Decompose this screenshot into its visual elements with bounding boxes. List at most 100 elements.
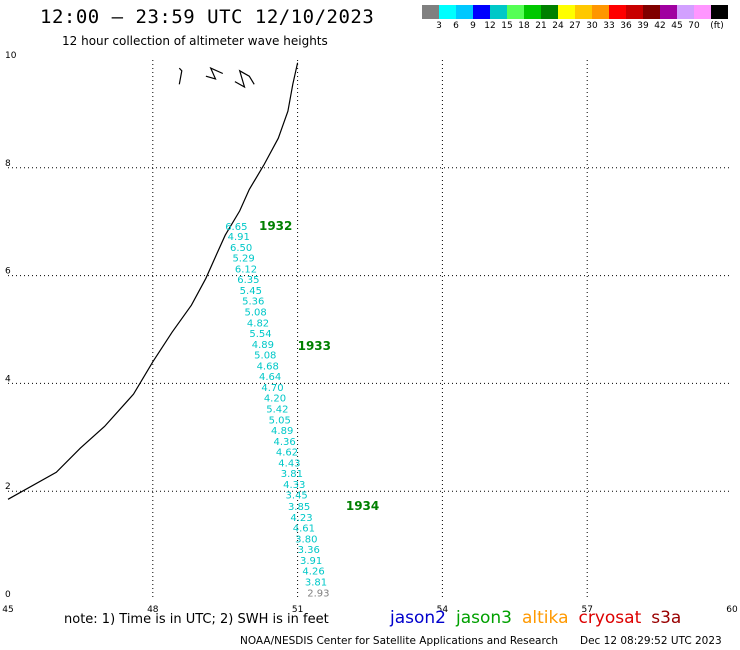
satellite-name-jason3: jason3 [456, 608, 512, 628]
swh-value-label: 4.61 [293, 524, 315, 535]
swh-value-label: 5.42 [266, 405, 288, 416]
satellite-name-s3a: s3a [651, 608, 682, 628]
legend-tick-label: 27 [569, 21, 581, 31]
y-tick-label: 6 [5, 267, 11, 277]
y-tick-label: 4 [5, 374, 11, 384]
y-tick-label: 0 [5, 590, 11, 600]
pass-number-label: 1934 [346, 499, 379, 513]
coastline-path [7, 62, 299, 500]
pass-number-label: 1933 [298, 339, 331, 353]
swh-value-label: 3.81 [305, 578, 327, 589]
swh-value-label: 4.64 [259, 372, 281, 383]
swh-value-label: 3.45 [286, 491, 308, 502]
swh-value-label: 3.85 [288, 502, 310, 513]
legend-tick-label: 24 [552, 21, 564, 31]
swh-value-label: 4.68 [257, 361, 279, 372]
swh-value-label: 3.81 [281, 469, 303, 480]
legend-tick-label: 3 [436, 21, 442, 31]
legend-tick-label: 36 [620, 21, 632, 31]
legend-tick-label: 6 [453, 21, 459, 31]
island-outline [178, 67, 183, 85]
swh-value-label: 5.08 [245, 307, 267, 318]
x-tick-label: 48 [147, 605, 159, 615]
y-tick-label: 8 [5, 159, 11, 169]
legend-tick-label: 18 [518, 21, 530, 31]
swh-value-label: 3.80 [295, 534, 317, 545]
legend-tick-label: 70 [688, 21, 700, 31]
pass-number-label: 1932 [259, 219, 292, 233]
legend-swatch [456, 5, 473, 19]
legend-swatch [711, 5, 728, 19]
satellite-name-cryosat: cryosat [578, 608, 642, 628]
swh-value-label: 4.26 [302, 567, 324, 578]
grid-lines [8, 60, 732, 599]
satellite-name-altika: altika [522, 608, 569, 628]
swh-value-label: 6.12 [235, 264, 257, 275]
swh-value-label: 5.29 [232, 254, 254, 265]
legend-swatch [592, 5, 609, 19]
x-tick-label: 51 [292, 605, 303, 615]
legend-swatch [609, 5, 626, 19]
legend-swatch [422, 5, 439, 19]
swh-value-label: 4.23 [290, 513, 312, 524]
x-tick-label: 57 [581, 605, 592, 615]
swh-value-label: 5.45 [240, 286, 262, 297]
legend-swatches [422, 5, 728, 19]
footer-timestamp: Dec 12 08:29:52 UTC 2023 [580, 635, 722, 647]
legend-swatch [558, 5, 575, 19]
x-tick-label: 60 [726, 605, 738, 615]
swh-value-label: 4.91 [228, 232, 250, 243]
legend-swatch [507, 5, 524, 19]
legend-swatch [473, 5, 490, 19]
y-tick-label: 10 [5, 51, 17, 61]
swh-value-label: 5.36 [242, 297, 264, 308]
legend-tick-label: 39 [637, 21, 649, 31]
legend-swatch [626, 5, 643, 19]
swh-value-label: 4.82 [247, 318, 269, 329]
legend-swatch [677, 5, 694, 19]
map-subtitle: 12 hour collection of altimeter wave hei… [62, 34, 328, 48]
legend-tick-label: 30 [586, 21, 598, 31]
legend-tick-label: 42 [654, 21, 666, 31]
legend-swatch [575, 5, 592, 19]
island-outline [205, 66, 224, 80]
swh-points: 6.654.916.505.296.126.355.455.365.084.82… [225, 222, 329, 600]
legend-tick-label: 12 [484, 21, 496, 31]
pass-labels: 1932 1933 1934 [259, 219, 379, 513]
legend-swatch [541, 5, 558, 19]
swh-value-label: 4.70 [261, 383, 283, 394]
legend-swatch [490, 5, 507, 19]
swh-value-label: 3.91 [300, 556, 322, 567]
legend-tick-label: 15 [501, 21, 513, 31]
footer-credit: NOAA/NESDIS Center for Satellite Applica… [240, 635, 558, 647]
swh-value-label: 6.50 [230, 243, 252, 254]
swh-value-label: 5.05 [269, 415, 291, 426]
legend-swatch [660, 5, 677, 19]
legend-tick-label: 9 [470, 21, 476, 31]
legend-swatch [524, 5, 541, 19]
swh-value-label: 4.43 [278, 458, 300, 469]
color-legend: 3 6 9 12 15 18 21 24 27 30 33 36 39 42 45 70 (ft) [422, 5, 728, 33]
swh-value-label: 6.65 [225, 222, 247, 233]
axis-labels: 45 48 51 54 57 60 0 2 4 6 8 10 [2, 51, 738, 615]
island-outline [234, 69, 255, 89]
swh-value-label: 4.89 [252, 340, 274, 351]
satellite-name-jason2: jason2 [390, 608, 446, 628]
swh-value-label: 4.33 [283, 480, 305, 491]
swh-value-label: 5.54 [249, 329, 271, 340]
swh-value-label: 4.36 [273, 437, 295, 448]
coastline [7, 62, 299, 500]
note-text: note: 1) Time is in UTC; 2) SWH is in fe… [64, 612, 329, 627]
swh-value-label: 5.08 [254, 351, 276, 362]
legend-swatch [643, 5, 660, 19]
x-tick-label: 54 [437, 605, 449, 615]
swh-value-label: 6.35 [237, 275, 259, 286]
swh-value-label: 4.89 [271, 426, 293, 437]
legend-ticks: 3 6 9 12 15 18 21 24 27 30 33 36 39 42 45 70 (ft) [422, 21, 728, 33]
swh-value-label: 3.36 [298, 545, 320, 556]
legend-swatch [694, 5, 711, 19]
satellite-legend: jason2 jason3 altika cryosat s3a [390, 608, 691, 628]
x-tick-label: 45 [2, 605, 13, 615]
swh-value-label: 2.93 [307, 588, 329, 599]
